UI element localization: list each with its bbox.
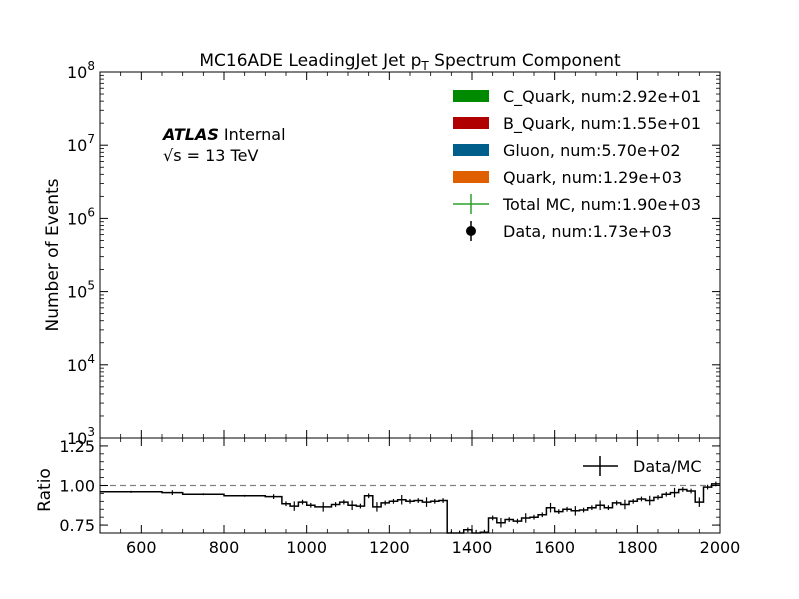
- legend-label: Total MC, num:1.90e+03: [502, 195, 701, 214]
- main-y-tick-base: 10: [67, 429, 87, 448]
- chart-title-subscript: T: [420, 59, 429, 73]
- legend-swatch: [453, 144, 489, 156]
- main-y-tick-label: 103: [67, 425, 95, 448]
- ratio-y-axis-label: Ratio: [35, 468, 55, 512]
- ratio-x-tick-label: 1400: [452, 538, 493, 557]
- atlas-label: ATLAS Internal: [161, 125, 286, 144]
- legend-swatch: [453, 171, 489, 183]
- ratio-y-tick-labels: 0.75 1.00 1.25: [59, 437, 95, 535]
- ratio-x-tick-label: 600: [126, 538, 157, 557]
- energy-label: √s = 13 TeV: [163, 146, 258, 165]
- main-y-tick-label: 106: [67, 205, 95, 228]
- ratio-legend-label: Data/MC: [633, 457, 702, 476]
- ratio-x-tick-label: 1800: [617, 538, 658, 557]
- legend-swatch: [453, 117, 489, 129]
- main-y-tick-label: 104: [67, 352, 95, 375]
- main-y-tick-label: 108: [67, 59, 95, 82]
- ratio-x-tick-labels: 600 800 1000 1200 1400 1600 1800 2000: [126, 538, 740, 557]
- main-y-tick-label: 105: [67, 279, 95, 302]
- ratio-axis-ticks: [99, 438, 721, 533]
- ratio-y-tick-label: 1.25: [59, 437, 95, 456]
- main-y-tick-exponent: 5: [87, 279, 95, 293]
- main-y-tick-exponent: 4: [87, 352, 95, 366]
- main-y-tick-base: 10: [67, 356, 87, 375]
- legend-label: B_Quark, num:1.55e+01: [503, 114, 701, 134]
- legend-label: C_Quark, num:2.92e+01: [503, 87, 701, 107]
- ratio-x-tick-label: 2000: [700, 538, 741, 557]
- ratio-x-tick-label: 1200: [369, 538, 410, 557]
- ratio-legend: Data/MC: [583, 456, 702, 476]
- main-y-tick-base: 10: [67, 63, 87, 82]
- chart-title-main: MC16ADE LeadingJet Jet p: [199, 51, 421, 71]
- ratio-x-tick-label: 1000: [286, 538, 327, 557]
- legend-label: Data, num:1.73e+03: [503, 222, 672, 241]
- ratio-y-tick-label: 1.00: [59, 477, 95, 496]
- main-y-tick-base: 10: [67, 209, 87, 228]
- chart-title-suffix: Spectrum Component: [429, 51, 621, 71]
- ratio-step-line: [100, 483, 720, 534]
- main-y-tick-exponent: 8: [87, 59, 95, 73]
- main-y-tick-exponent: 7: [87, 132, 95, 146]
- main-axis-ticks: [99, 71, 721, 439]
- ratio-x-tick-label: 1600: [534, 538, 575, 557]
- main-y-tick-label: 107: [67, 132, 95, 155]
- ratio-x-tick-label: 800: [209, 538, 240, 557]
- ratio-histogram: [100, 481, 720, 534]
- legend-label: Gluon, num:5.70e+02: [503, 141, 681, 160]
- atlas-label-status: Internal: [224, 125, 286, 144]
- legend-point-marker: [466, 226, 476, 236]
- atlas-label-bold: ATLAS: [161, 125, 219, 144]
- legend-label: Quark, num:1.29e+03: [503, 168, 682, 187]
- legend-swatch: [453, 90, 489, 102]
- chart-title: MC16ADE LeadingJet Jet pT Spectrum Compo…: [199, 51, 621, 73]
- main-y-axis-label: Number of Events: [43, 178, 63, 331]
- main-y-tick-base: 10: [67, 136, 87, 155]
- main-y-tick-exponent: 6: [87, 205, 95, 219]
- main-legend: C_Quark, num:2.92e+01 B_Quark, num:1.55e+…: [453, 87, 701, 241]
- main-y-tick-exponent: 3: [87, 425, 95, 439]
- main-y-tick-base: 10: [67, 283, 87, 302]
- ratio-y-tick-label: 0.75: [59, 516, 95, 535]
